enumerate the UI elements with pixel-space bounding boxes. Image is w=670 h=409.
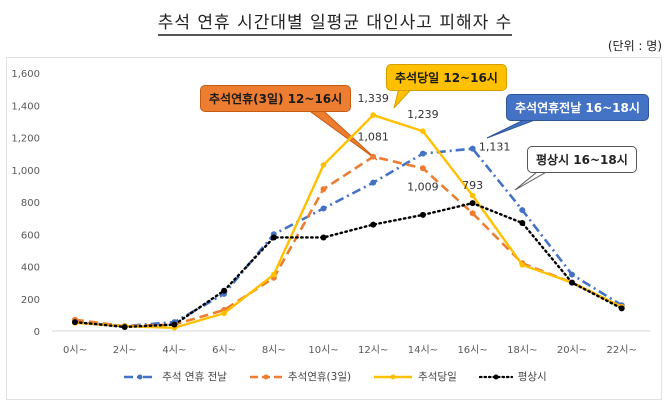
x-tick-label: 22시~ [607,344,637,356]
x-tick-label: 14시~ [408,344,438,356]
y-tick-label: 1,400 [11,101,40,112]
y-tick-label: 400 [21,263,40,274]
data-point-normal [419,211,426,218]
callout-eve: 추석연휴전날 16~18시 [506,94,649,121]
callout-holiday3: 추석연휴(3일) 12~16시 [200,85,352,112]
x-tick-label: 18시~ [507,344,537,356]
data-point-holiday3 [469,210,476,217]
legend-swatch-normal [478,374,513,379]
x-tick-label: 20시~ [557,344,587,356]
data-point-holiday3 [370,153,377,160]
data-point-chuseok [469,192,476,199]
data-point-holiday3 [419,165,426,172]
legend-swatch-eve [124,374,157,379]
data-point-chuseok [519,262,526,268]
data-point-holiday3 [320,186,327,193]
data-point-chuseok [420,128,426,135]
y-tick-label: 1,600 [11,69,40,80]
data-point-chuseok [370,112,377,118]
data-label: 1,081 [357,131,389,144]
legend-item-eve: 추석 연휴 전날 [123,369,227,384]
data-label: 793 [462,179,483,192]
x-tick-label: 8시~ [262,344,286,356]
data-point-chuseok [320,162,327,168]
legend-item-chuseok: 추석당일 [373,369,457,384]
y-tick-label: 1,000 [11,166,40,177]
data-label: 1,339 [357,92,389,105]
y-tick-label: 200 [21,295,40,306]
data-point-eve [519,207,526,214]
legend-item-normal: 평상시 [478,369,547,384]
data-point-eve [320,205,327,212]
legend-label-normal: 평상시 [517,371,547,383]
x-tick-label: 16시~ [457,344,487,356]
y-tick-label: 1,200 [11,134,40,145]
data-point-normal [618,305,625,312]
series-line-normal [73,201,623,329]
callout-chuseok: 추석당일 12~16시 [386,64,507,91]
x-axis-ticks: 0시~ 2시~ 4시~ 6시~ 8시~ 10시~ 12시~ 14시~ 16시~ 18시~ 20시~ 2… [63,344,637,356]
chart-title: 추석 연휴 시간대별 일평균 대인사고 피해자 수 [0,8,670,36]
series-line-eve [74,147,623,328]
data-point-normal [370,221,377,228]
data-labels: 1,339 1,239 1,081 1,009 1,131 793 [357,92,510,193]
data-label: 1,009 [407,180,439,193]
data-point-normal [320,234,327,241]
y-tick-label: 800 [21,198,40,209]
series-lines [72,112,625,331]
x-tick-label: 0시~ [63,344,87,356]
data-point-normal [519,219,526,226]
series-line-chuseok [74,113,623,329]
legend-label-chuseok: 추석당일 [418,371,457,383]
legend-label-holiday3: 추석연휴(3일) [287,371,352,383]
legend: 추석 연휴 전날 추석연휴(3일) 추석당일 평상시 [0,369,670,384]
data-point-chuseok [271,271,277,278]
data-point-normal [72,319,78,326]
data-point-eve [419,150,426,157]
legend-swatch-chuseok [374,374,413,379]
y-tick-label: 0 [34,327,40,338]
legend-item-holiday3: 추석연휴(3일) [249,369,351,384]
chart-frame [6,57,662,400]
data-point-chuseok [221,310,227,317]
unit-label: (단위 : 명) [607,39,662,53]
data-point-eve [469,145,476,152]
data-point-normal [569,279,575,286]
x-tick-label: 6시~ [212,344,236,356]
data-point-normal [171,321,178,328]
data-label: 1,239 [407,108,439,121]
data-point-normal [270,234,277,241]
data-point-normal [121,323,128,330]
x-tick-label: 4시~ [162,344,186,356]
data-point-normal [221,287,228,294]
x-tick-label: 2시~ [113,344,137,356]
data-point-eve [370,179,377,186]
y-tick-label: 600 [21,230,40,241]
legend-label-eve: 추석 연휴 전날 [162,371,227,383]
data-point-eve [569,271,575,278]
x-tick-label: 10시~ [308,344,338,356]
legend-swatch-holiday3 [249,374,282,379]
data-label: 1,131 [479,141,511,154]
series-line-holiday3 [74,155,623,328]
x-tick-label: 12시~ [358,344,388,356]
y-axis-ticks: 0 200 400 600 800 1,000 1,200 1,400 1,600 [11,69,40,338]
data-point-normal [469,200,476,207]
callout-normal: 평상시 16~18시 [527,146,637,173]
